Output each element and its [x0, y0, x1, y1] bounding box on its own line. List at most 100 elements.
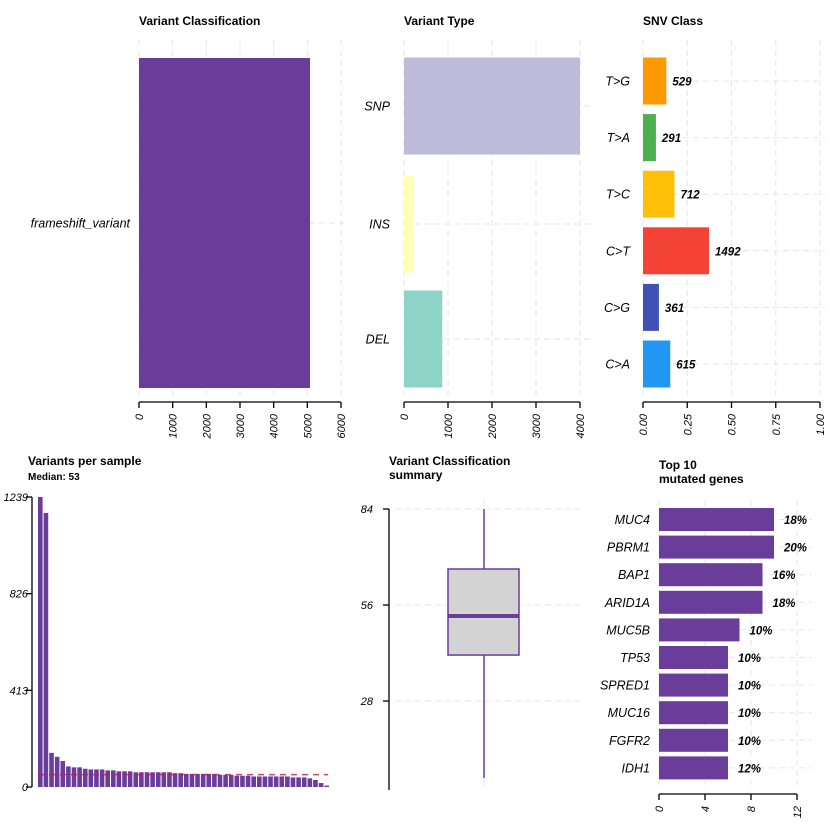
data-label: 18% — [773, 598, 796, 610]
snv-class-panel: SNV Class T>G 529 T>A 291 T>C 712 C>T 1492 C>G 361… — [604, 14, 827, 435]
sample-bar — [66, 766, 71, 787]
data-label: 529 — [672, 77, 692, 89]
sample-bar — [223, 774, 228, 787]
x-tick-label: 8 — [746, 805, 758, 812]
x-tick-label: 1000 — [443, 413, 455, 438]
sample-bar — [122, 771, 127, 787]
x-tick-label: 0 — [399, 413, 411, 420]
x-tick-label: 0 — [654, 805, 666, 812]
sample-bar — [251, 776, 256, 787]
sample-bar — [77, 767, 82, 787]
x-tick-label: 0.75 — [771, 413, 783, 435]
sample-bar — [172, 773, 178, 787]
data-label: 10% — [738, 681, 761, 693]
panel-title: Variant Classification — [389, 454, 510, 468]
category-label: C>A — [605, 358, 630, 372]
bar-ins — [404, 175, 414, 273]
x-tick-label: 0.50 — [727, 413, 739, 435]
sample-bar — [155, 772, 161, 787]
x-tick-label: 12 — [792, 806, 804, 818]
sample-bar — [127, 771, 133, 787]
bar-c-g — [643, 283, 659, 331]
category-label: T>C — [606, 188, 631, 202]
data-label: 10% — [738, 736, 761, 748]
sample-bar — [200, 773, 206, 787]
sample-bar — [82, 768, 88, 787]
sample-bar — [43, 512, 49, 787]
x-tick-label: 6000 — [336, 413, 348, 438]
x-tick-label: 5000 — [302, 413, 314, 438]
category-label: MUC16 — [608, 706, 650, 720]
data-label: 10% — [738, 653, 761, 665]
sample-bar — [313, 779, 318, 787]
sample-bar — [285, 776, 290, 787]
y-tick-label: 413 — [10, 685, 29, 697]
sample-bar — [54, 756, 60, 787]
category-label: TP53 — [620, 651, 650, 665]
sample-bar — [189, 773, 195, 787]
bar-c-a — [643, 340, 671, 388]
panel-title: mutated genes — [659, 472, 744, 486]
data-label: 10% — [738, 708, 761, 720]
x-tick-label: 1.00 — [815, 413, 827, 435]
data-label: 361 — [665, 303, 684, 315]
data-label: 712 — [681, 190, 701, 202]
x-tick-label: 4000 — [575, 413, 587, 438]
data-label: 291 — [661, 133, 681, 145]
category-label: C>T — [606, 244, 631, 258]
sample-bar — [262, 776, 268, 787]
sample-bar — [279, 776, 285, 787]
y-tick-label: 84 — [361, 504, 373, 516]
bar-muc16 — [659, 701, 728, 725]
bar-muc4 — [659, 508, 774, 531]
sample-bar — [268, 776, 273, 787]
sample-bar — [99, 769, 105, 787]
sample-bar — [49, 752, 54, 787]
category-label: PBRM1 — [607, 541, 650, 555]
x-tick-label: 3000 — [235, 413, 247, 438]
bar-muc5b — [659, 618, 740, 642]
bar-bap1 — [659, 563, 763, 587]
sample-bar — [212, 773, 217, 787]
data-label: 10% — [750, 625, 773, 637]
bar-idh1 — [659, 756, 728, 780]
median-label: Median: 53 — [28, 472, 80, 483]
sample-bar — [245, 775, 251, 787]
category-label: MUC4 — [615, 513, 650, 527]
sample-bar — [88, 769, 94, 787]
x-tick-label: 2000 — [201, 413, 213, 439]
data-label: 16% — [773, 570, 796, 582]
category-label: BAP1 — [618, 568, 650, 582]
category-label: C>G — [604, 301, 630, 315]
category-label: DEL — [366, 333, 390, 347]
sample-bar — [133, 772, 139, 787]
category-label: FGFR2 — [609, 734, 650, 748]
bar-del — [404, 290, 443, 388]
x-tick-label: 0.00 — [638, 413, 650, 435]
category-label: T>G — [605, 75, 630, 89]
variants-per-sample-panel: Variants per sample Median: 53 0 413 826 1239 — [4, 454, 329, 794]
bar-c-t — [643, 227, 710, 275]
sample-bar — [307, 778, 313, 787]
sample-bar — [111, 770, 116, 787]
category-label: ARID1A — [604, 596, 650, 610]
y-tick-label: 0 — [22, 782, 29, 794]
y-tick-label: 56 — [361, 600, 374, 612]
bar-tp53 — [659, 646, 728, 669]
category-label: T>A — [607, 131, 630, 145]
sample-bar — [116, 771, 122, 787]
category-label: SNP — [364, 100, 390, 114]
sample-bar — [290, 777, 296, 787]
x-tick-label: 2000 — [487, 413, 499, 439]
x-tick-label: 4 — [700, 806, 712, 812]
bar-fgfr2 — [659, 728, 728, 752]
sample-bar — [94, 769, 99, 787]
sample-bar — [139, 772, 144, 787]
sample-bar — [105, 770, 110, 787]
sample-bar — [217, 774, 223, 787]
data-label: 20% — [783, 543, 807, 555]
sample-bar — [228, 774, 234, 787]
sample-bar — [178, 773, 183, 787]
